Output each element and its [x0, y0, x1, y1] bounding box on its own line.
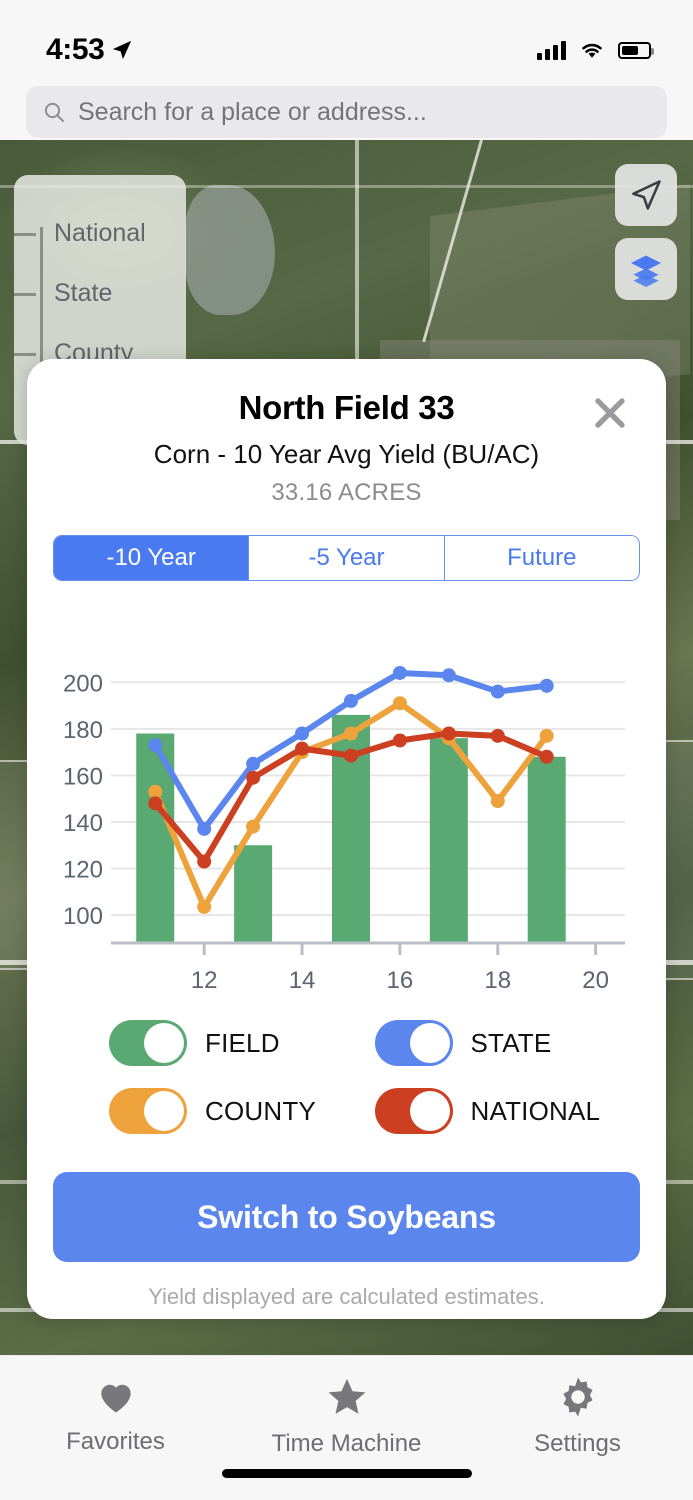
scale-tick-icon	[14, 293, 36, 296]
card-title: North Field 33	[238, 389, 455, 426]
legend-item-national[interactable]: NATIONAL	[374, 1088, 641, 1134]
scale-item-national[interactable]: National	[14, 203, 186, 263]
battery-icon	[618, 41, 654, 59]
svg-text:14: 14	[289, 967, 316, 994]
legend-label: NATIONAL	[470, 1095, 601, 1126]
map-water	[185, 185, 275, 315]
map-road	[355, 140, 359, 540]
close-icon[interactable]	[592, 395, 628, 431]
svg-text:100: 100	[63, 903, 103, 930]
scale-item-state[interactable]: State	[14, 263, 186, 323]
map-road	[0, 185, 693, 188]
card-acreage: 33.16 ACRES	[271, 479, 422, 506]
location-arrow-icon	[113, 40, 132, 60]
svg-text:140: 140	[63, 810, 103, 837]
svg-text:160: 160	[63, 763, 103, 790]
svg-text:120: 120	[63, 857, 103, 884]
layers-button[interactable]	[615, 238, 677, 300]
svg-text:180: 180	[63, 717, 103, 744]
scale-tick-icon	[14, 233, 36, 236]
wifi-icon	[582, 43, 602, 58]
scale-label: State	[54, 278, 113, 307]
status-bar-right	[537, 40, 654, 60]
disclaimer-note: Yield displayed are calculated estimates…	[148, 1284, 545, 1309]
tab-label: Time Machine	[271, 1430, 422, 1457]
search-bar[interactable]	[26, 86, 667, 138]
segment-10-year[interactable]: -10 Year	[54, 536, 250, 580]
status-bar: 4:53	[0, 0, 693, 78]
tab-favorites[interactable]: Favorites	[0, 1374, 231, 1456]
svg-text:16: 16	[387, 967, 414, 994]
switch-crop-button[interactable]: Switch to Soybeans	[53, 1172, 640, 1262]
search-bar-container	[0, 78, 693, 152]
yield-chart-svg: 100 120 140 160 180 200 12 14 16 18 20	[63, 665, 625, 994]
home-indicator	[221, 1469, 472, 1478]
svg-text:200: 200	[63, 670, 103, 697]
legend-label: STATE	[470, 1027, 552, 1058]
gear-icon	[562, 1377, 593, 1417]
toggle-county[interactable]	[109, 1088, 187, 1134]
scale-track	[40, 227, 43, 455]
status-time: 4:53	[46, 33, 105, 66]
search-input[interactable]	[78, 97, 651, 127]
star-icon	[328, 1378, 365, 1414]
svg-text:20: 20	[582, 967, 609, 994]
legend-item-county[interactable]: COUNTY	[109, 1088, 375, 1134]
tab-time-machine[interactable]: Time Machine	[231, 1374, 462, 1458]
toggle-state[interactable]	[374, 1020, 453, 1066]
navigation-arrow-icon	[632, 180, 661, 210]
svg-text:12: 12	[191, 967, 218, 994]
segment-5-year[interactable]: -5 Year	[249, 536, 445, 580]
search-icon	[44, 102, 64, 122]
legend-item-field[interactable]: FIELD	[109, 1020, 375, 1066]
locate-button[interactable]	[615, 164, 677, 226]
svg-text:18: 18	[484, 967, 511, 994]
cellular-bars-icon	[537, 40, 566, 60]
scale-tick-icon	[14, 353, 36, 356]
segment-future[interactable]: Future	[444, 536, 639, 580]
status-bar-left: 4:53	[46, 33, 133, 67]
layers-icon	[631, 255, 661, 287]
tab-label: Settings	[534, 1430, 621, 1457]
toggle-national[interactable]	[374, 1088, 453, 1134]
map-controls	[615, 164, 677, 300]
tab-settings[interactable]: Settings	[462, 1374, 693, 1458]
field-detail-card: North Field 33 Corn - 10 Year Avg Yield …	[27, 359, 666, 1319]
series-legend: FIELD STATE COUNTY NATIONAL	[53, 1020, 640, 1134]
legend-label: FIELD	[205, 1027, 280, 1058]
yield-chart[interactable]: 100 120 140 160 180 200 12 14 16 18 20	[53, 643, 640, 998]
legend-item-state[interactable]: STATE	[374, 1020, 641, 1066]
tab-label: Favorites	[66, 1428, 165, 1455]
scale-label: National	[54, 218, 146, 247]
tab-bar: Favorites Time Machine Settings	[0, 1355, 693, 1500]
toggle-field[interactable]	[109, 1020, 187, 1066]
legend-label: COUNTY	[205, 1095, 316, 1126]
heart-icon	[100, 1384, 131, 1413]
card-subtitle: Corn - 10 Year Avg Yield (BU/AC)	[153, 439, 540, 469]
time-range-segmented-control: -10 Year -5 Year Future	[53, 535, 640, 581]
